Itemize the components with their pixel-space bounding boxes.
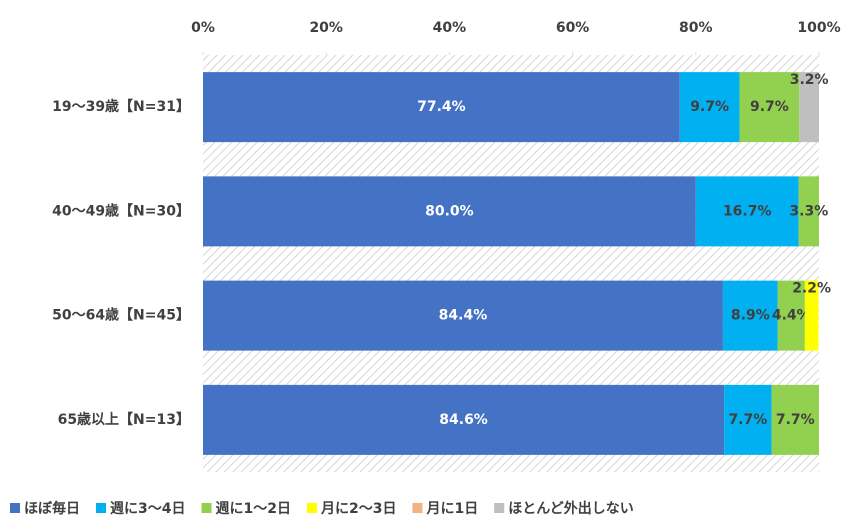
- legend-swatch: [201, 503, 212, 513]
- x-tick-label: 60%: [556, 20, 590, 36]
- data-label: 80.0%: [425, 203, 474, 219]
- data-label: 4.4%: [772, 308, 811, 324]
- legend-label: ほぼ毎日: [24, 500, 80, 517]
- bar-segment: [695, 176, 799, 247]
- legend-label: 月に1日: [425, 501, 478, 517]
- data-label: 9.7%: [690, 99, 729, 115]
- bar-segment: [777, 280, 805, 351]
- bar-segment: [203, 72, 680, 143]
- data-label: 16.7%: [723, 203, 772, 219]
- data-label: 2.2%: [792, 281, 831, 297]
- category-label: 19〜39歳【N=31】: [52, 98, 190, 115]
- data-label: 8.9%: [731, 308, 770, 324]
- legend-label: ほとんど外出しない: [508, 500, 634, 517]
- bar-segment: [679, 72, 740, 143]
- data-label: 77.4%: [417, 99, 466, 115]
- category-label: 50〜64歳【N=45】: [52, 307, 190, 324]
- data-label: 3.3%: [789, 203, 828, 219]
- legend-swatch: [412, 503, 423, 513]
- bar-segment: [724, 384, 772, 455]
- x-tick-label: 40%: [433, 20, 467, 36]
- legend-swatch: [494, 503, 505, 513]
- x-tick-label: 20%: [309, 20, 343, 36]
- category-label: 40〜49歳【N=30】: [52, 202, 190, 219]
- x-tick-label: 100%: [797, 20, 840, 36]
- legend-label: 週に3〜4日: [110, 501, 185, 517]
- legend-swatch: [10, 503, 20, 513]
- x-tick-label: 0%: [191, 20, 215, 36]
- legend-label: 週に1〜2日: [215, 501, 290, 517]
- legend-label: 月に2〜3日: [320, 501, 396, 517]
- bar-segment: [739, 72, 800, 143]
- bar-segment: [804, 280, 819, 351]
- legend-swatch: [306, 503, 317, 513]
- bar-segment: [203, 176, 696, 247]
- data-label: 84.4%: [439, 308, 488, 324]
- bar-segment: [203, 384, 725, 455]
- category-label: 65歳以上【N=13】: [58, 411, 190, 428]
- bar-segment: [799, 72, 819, 143]
- bar-segment: [722, 280, 778, 351]
- legend-swatch: [96, 503, 106, 513]
- data-label: 9.7%: [750, 99, 789, 115]
- data-label: 84.6%: [439, 412, 488, 428]
- data-label: 3.2%: [790, 72, 829, 88]
- bar-segment: [203, 280, 723, 351]
- bar-segment: [771, 384, 819, 455]
- bar-segment: [798, 176, 819, 247]
- data-label: 7.7%: [728, 412, 767, 428]
- x-tick-label: 80%: [679, 20, 713, 36]
- data-label: 7.7%: [776, 412, 815, 428]
